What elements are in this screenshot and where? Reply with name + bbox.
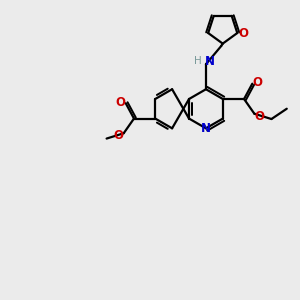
Text: O: O (239, 27, 249, 40)
Text: N: N (205, 55, 214, 68)
Text: O: O (253, 76, 262, 89)
Text: N: N (201, 122, 211, 135)
Text: H: H (194, 56, 202, 66)
Text: O: O (113, 129, 123, 142)
Text: O: O (255, 110, 265, 123)
Text: O: O (116, 96, 125, 109)
